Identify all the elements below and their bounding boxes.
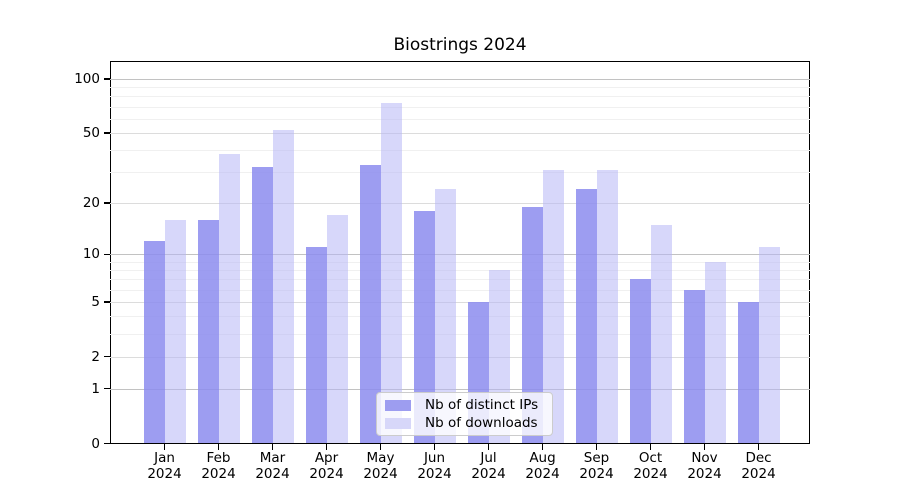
bar-distinct-ips-feb <box>197 219 219 444</box>
x-tick-may <box>379 443 382 450</box>
gridline-20 <box>110 203 810 205</box>
gridline-minor-3 <box>110 334 810 335</box>
bar-downloads-mar <box>272 129 294 444</box>
bar-distinct-ips-oct <box>629 279 651 444</box>
gridline-minor-70 <box>110 106 810 108</box>
bar-distinct-ips-nov <box>683 289 705 444</box>
y-tick-label-20: 20 <box>82 195 100 212</box>
bar-downloads-nov <box>704 261 726 444</box>
x-tick-feb <box>217 443 220 450</box>
y-tick-100 <box>104 78 110 80</box>
gridline-minor-40 <box>110 150 810 152</box>
gridline-50 <box>110 132 810 134</box>
bar-downloads-feb <box>218 154 240 444</box>
legend-label-downloads: Nb of downloads <box>425 415 538 431</box>
y-tick-0 <box>104 442 110 445</box>
x-tick-label-oct: Oct 2024 <box>633 449 668 483</box>
y-tick-2 <box>104 356 110 358</box>
x-tick-nov <box>703 443 706 450</box>
y-tick-1 <box>104 388 110 390</box>
gridline-10 <box>110 254 810 256</box>
x-tick-label-mar: Mar 2024 <box>255 449 290 483</box>
gridline-minor-80 <box>110 96 810 98</box>
bar-downloads-dec <box>758 247 780 444</box>
y-tick-label-0: 0 <box>91 435 100 452</box>
y-tick-10 <box>104 253 110 255</box>
legend-label-distinct-ips: Nb of distinct IPs <box>425 397 539 413</box>
x-tick-jan <box>163 443 166 450</box>
x-tick-jul <box>487 443 490 450</box>
x-tick-mar <box>271 443 274 450</box>
y-tick-50 <box>104 132 110 134</box>
bar-downloads-may <box>380 102 402 444</box>
bar-distinct-ips-dec <box>737 301 759 444</box>
x-tick-jun <box>433 443 436 450</box>
x-tick-label-jan: Jan 2024 <box>147 449 182 483</box>
gridline-5 <box>110 301 810 303</box>
bar-downloads-apr <box>326 215 348 444</box>
bar-distinct-ips-aug <box>521 206 543 444</box>
bar-downloads-jun <box>434 189 456 444</box>
gridline-1 <box>110 388 810 390</box>
y-tick-20 <box>104 202 110 204</box>
bar-distinct-ips-may <box>359 164 381 444</box>
gridline-minor-7 <box>110 279 810 281</box>
gridline-minor-6 <box>110 289 810 291</box>
legend-item-distinct-ips: Nb of distinct IPs <box>385 396 552 414</box>
x-tick-oct <box>649 443 652 450</box>
x-tick-label-apr: Apr 2024 <box>309 449 344 483</box>
gridline-minor-60 <box>110 118 810 120</box>
legend-swatch-distinct-ips <box>385 399 411 411</box>
bar-distinct-ips-mar <box>251 167 273 444</box>
x-tick-label-jun: Jun 2024 <box>417 449 452 483</box>
y-tick-label-100: 100 <box>74 71 100 87</box>
gridline-100 <box>110 79 810 80</box>
bar-downloads-aug <box>542 169 564 444</box>
legend: Nb of distinct IPs Nb of downloads <box>376 392 553 436</box>
x-tick-label-sep: Sep 2024 <box>579 449 614 483</box>
legend-swatch-downloads <box>385 417 411 429</box>
bar-downloads-oct <box>650 224 672 444</box>
x-tick-sep <box>595 443 598 450</box>
gridline-minor-8 <box>110 269 810 271</box>
plot-frame <box>110 61 810 444</box>
x-tick-label-may: May 2024 <box>363 449 398 483</box>
x-tick-label-feb: Feb 2024 <box>201 449 236 483</box>
gridline-minor-9 <box>110 261 810 263</box>
gridline-minor-4 <box>110 316 810 318</box>
bar-distinct-ips-apr <box>305 247 327 444</box>
bar-distinct-ips-sep <box>575 189 597 444</box>
x-tick-aug <box>541 443 544 450</box>
y-tick-label-1: 1 <box>91 380 100 397</box>
gridline-minor-30 <box>110 172 810 174</box>
x-tick-label-jul: Jul 2024 <box>471 449 506 483</box>
legend-item-downloads: Nb of downloads <box>385 414 552 432</box>
gridline-minor-90 <box>110 87 810 89</box>
y-tick-label-50: 50 <box>82 124 100 141</box>
x-tick-dec <box>757 443 760 450</box>
y-tick-5 <box>104 301 110 303</box>
x-tick-label-dec: Dec 2024 <box>741 449 776 483</box>
gridline-2 <box>110 356 810 358</box>
y-tick-label-10: 10 <box>82 246 100 263</box>
bar-distinct-ips-jun <box>413 210 435 444</box>
bar-distinct-ips-jan <box>143 240 165 444</box>
x-tick-apr <box>325 443 328 450</box>
bar-downloads-jan <box>164 219 186 444</box>
y-tick-label-2: 2 <box>91 348 100 365</box>
chart-title: Biostrings 2024 <box>393 35 527 55</box>
x-tick-label-nov: Nov 2024 <box>687 449 722 483</box>
bar-downloads-sep <box>596 169 618 444</box>
y-tick-label-5: 5 <box>91 293 100 310</box>
x-tick-label-aug: Aug 2024 <box>525 449 560 483</box>
